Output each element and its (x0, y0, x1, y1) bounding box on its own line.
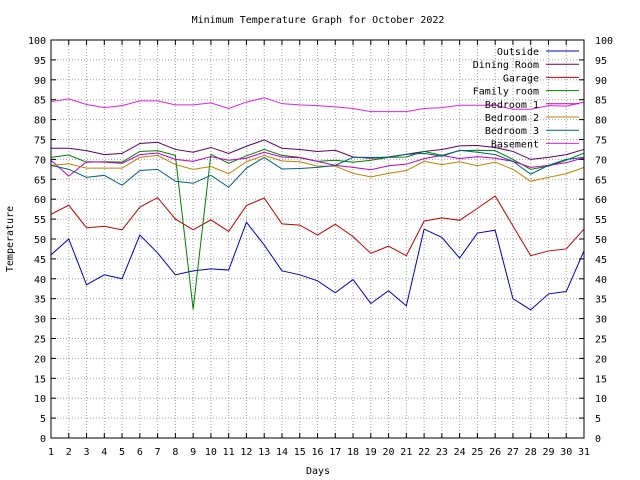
x-tick-label: 26 (489, 447, 501, 458)
y-tick-label: 5 (40, 414, 46, 425)
x-tick-label: 29 (542, 447, 554, 458)
legend: Outside Dining Room Garage Family room Bedro… (473, 47, 579, 150)
series-line-0 (50, 221, 585, 311)
series-line-5 (50, 154, 585, 182)
x-tick-label: 9 (190, 447, 196, 458)
legend-label: Garage (503, 73, 539, 84)
series-lines (50, 97, 585, 311)
x-tick-label: 10 (205, 447, 217, 458)
x-tick-label: 14 (276, 447, 288, 458)
y2-tick-label: 15 (595, 374, 607, 385)
y2-tick-label: 100 (595, 36, 613, 47)
series-line-6 (50, 149, 585, 188)
x-tick-label: 1 (48, 447, 54, 458)
x-tick-label: 15 (294, 447, 306, 458)
legend-label: Basement (491, 139, 539, 150)
y-tick-label: 20 (34, 354, 46, 365)
x-tick-label: 31 (578, 447, 590, 458)
legend-label: Family room (473, 87, 539, 98)
x-tick-label: 18 (347, 447, 359, 458)
y-tick-label: 80 (34, 116, 46, 127)
y2-tick-label: 30 (595, 315, 607, 326)
x-tick-label: 16 (311, 447, 323, 458)
x-tick-label: 24 (454, 447, 466, 458)
x-tick-label: 21 (400, 447, 412, 458)
y-tick-label: 0 (40, 434, 46, 445)
x-tick-label: 3 (84, 447, 90, 458)
y-axis-right: 0 5 10 15 20 25 30 35 40 45 50 55 60 65 70 75 80 85 90 95 10… (579, 36, 613, 445)
y2-tick-label: 0 (595, 434, 601, 445)
legend-label: Bedroom 1 (485, 100, 539, 111)
legend-label: Bedroom 3 (485, 126, 539, 137)
y-tick-label: 15 (34, 374, 46, 385)
y2-tick-label: 50 (595, 235, 607, 246)
y-tick-label: 60 (34, 195, 46, 206)
y-tick-label: 100 (28, 36, 46, 47)
x-tick-label: 7 (155, 447, 161, 458)
y2-tick-label: 90 (595, 76, 607, 87)
chart-title: Minimum Temperature Graph for October 20… (192, 15, 445, 26)
x-tick-label: 17 (329, 447, 341, 458)
x-tick-label: 22 (418, 447, 430, 458)
y-tick-label: 90 (34, 76, 46, 87)
series-line-1 (51, 139, 585, 160)
y2-tick-label: 85 (595, 96, 607, 107)
legend-label: Dining Room (473, 60, 539, 71)
y-tick-label: 35 (34, 295, 46, 306)
y-tick-label: 65 (34, 175, 46, 186)
plot-frame (50, 39, 585, 439)
y-tick-label: 85 (34, 96, 46, 107)
x-tick-label: 19 (365, 447, 377, 458)
y-tick-label: 70 (34, 155, 46, 166)
y-tick-label: 40 (34, 275, 46, 286)
x-tick-label: 28 (525, 447, 537, 458)
x-tick-label: 13 (258, 447, 270, 458)
x-axis: 1 2 3 4 5 6 7 8 9 10 11 12 13 14 15 16 17 18 19 20 21 22 23 24 2… (48, 40, 590, 458)
y-tick-label: 10 (34, 394, 46, 405)
y-tick-label: 30 (34, 315, 46, 326)
y2-tick-label: 10 (595, 394, 607, 405)
y2-tick-label: 60 (595, 195, 607, 206)
legend-label: Bedroom 2 (485, 113, 539, 124)
x-tick-label: 23 (436, 447, 448, 458)
y-tick-label: 55 (34, 215, 46, 226)
y-tick-label: 25 (34, 335, 46, 346)
y2-tick-label: 45 (595, 255, 607, 266)
x-tick-label: 12 (240, 447, 252, 458)
y2-tick-label: 20 (595, 354, 607, 365)
y2-tick-label: 65 (595, 175, 607, 186)
x-tick-label: 5 (119, 447, 125, 458)
y2-tick-label: 25 (595, 335, 607, 346)
y-tick-label: 75 (34, 136, 46, 147)
x-tick-label: 27 (507, 447, 519, 458)
y-axis-label: Temperature (5, 206, 16, 272)
grid (51, 40, 584, 438)
y2-tick-label: 55 (595, 215, 607, 226)
series-line-4 (50, 151, 585, 177)
y2-tick-label: 80 (595, 116, 607, 127)
x-tick-label: 2 (66, 447, 72, 458)
y2-tick-label: 70 (595, 155, 607, 166)
series-line-7 (50, 97, 585, 113)
x-tick-label: 4 (101, 447, 107, 458)
y-tick-label: 45 (34, 255, 46, 266)
x-tick-label: 6 (137, 447, 143, 458)
x-tick-label: 11 (223, 447, 235, 458)
legend-label: Outside (497, 47, 539, 58)
y2-tick-label: 40 (595, 275, 607, 286)
x-axis-label: Days (306, 466, 330, 477)
y2-tick-label: 95 (595, 56, 607, 67)
y2-tick-label: 35 (595, 295, 607, 306)
x-tick-label: 20 (383, 447, 395, 458)
series-line-2 (50, 195, 585, 257)
y2-tick-label: 75 (595, 136, 607, 147)
y-axis-left: 0 5 10 15 20 25 30 35 40 45 50 55 60 65 70 75 80 85 90 95 10… (28, 36, 56, 445)
y-tick-label: 95 (34, 56, 46, 67)
x-tick-label: 25 (471, 447, 483, 458)
x-tick-label: 8 (172, 447, 178, 458)
y-tick-label: 50 (34, 235, 46, 246)
x-tick-label: 30 (560, 447, 572, 458)
y2-tick-label: 5 (595, 414, 601, 425)
